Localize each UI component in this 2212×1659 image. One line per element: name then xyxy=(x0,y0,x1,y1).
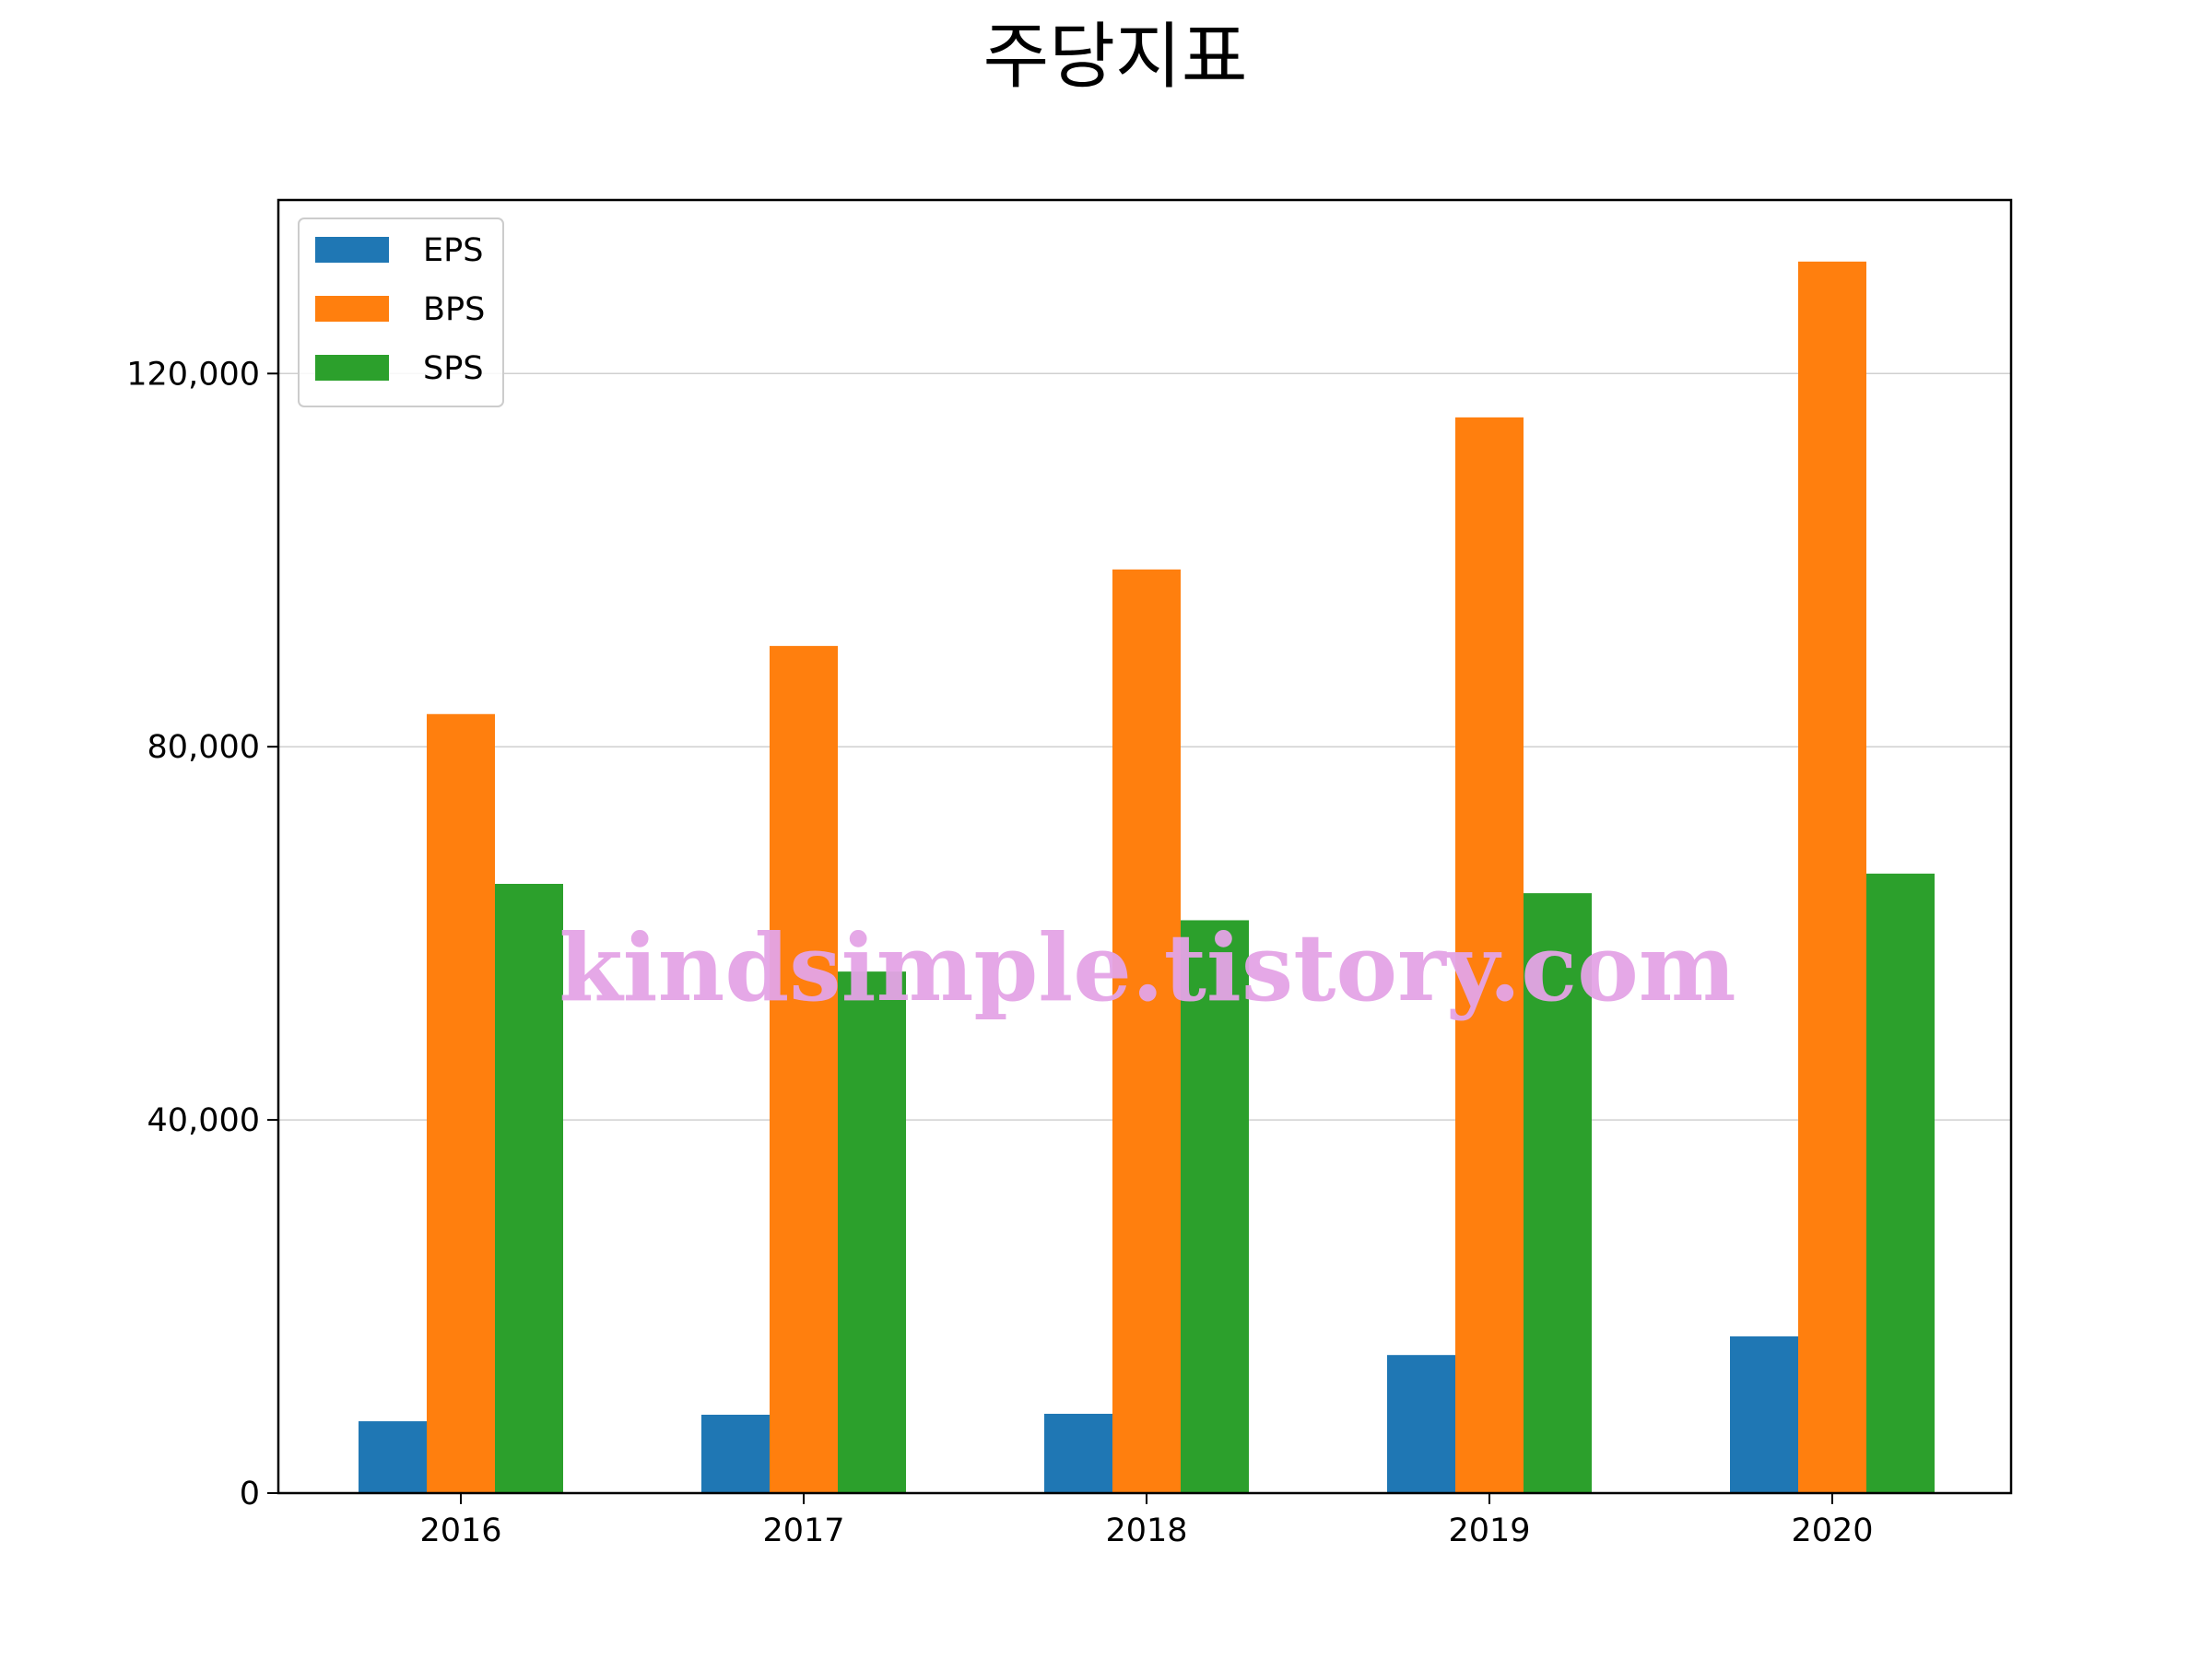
legend-swatch-bps xyxy=(315,296,389,322)
legend-label-bps: BPS xyxy=(423,291,485,328)
legend-swatch-eps xyxy=(315,237,389,263)
bar-sps-2018 xyxy=(1181,920,1249,1493)
bar-bps-2020 xyxy=(1798,261,1866,1493)
bar-bps-2019 xyxy=(1455,417,1524,1493)
bar-sps-2017 xyxy=(838,971,906,1493)
x-tick-label-2019: 2019 xyxy=(1448,1512,1530,1549)
legend: EPS BPS SPS xyxy=(298,218,504,407)
x-axis: 2016 2017 2018 2019 2020 xyxy=(419,1493,1874,1549)
x-tick-label-2018: 2018 xyxy=(1105,1512,1187,1549)
legend-label-sps: SPS xyxy=(423,350,484,387)
y-tick-label-0: 0 xyxy=(240,1476,260,1512)
y-tick-label-2: 80,000 xyxy=(147,729,260,766)
bar-bps-2016 xyxy=(427,713,495,1493)
watermark: kindsimple.tistory.com xyxy=(559,913,1735,1022)
bar-eps-2020 xyxy=(1730,1335,1798,1493)
y-tick-label-3: 120,000 xyxy=(126,356,260,393)
plot-frame xyxy=(276,198,2013,1495)
bar-eps-2016 xyxy=(359,1421,427,1493)
bar-eps-2018 xyxy=(1044,1413,1112,1493)
bar-sps-2020 xyxy=(1866,873,1935,1493)
bar-bps-2018 xyxy=(1112,569,1181,1493)
bar-eps-2019 xyxy=(1387,1355,1455,1493)
x-tick-label-2017: 2017 xyxy=(762,1512,844,1549)
y-tick-label-1: 40,000 xyxy=(147,1102,260,1139)
legend-swatch-sps xyxy=(315,355,389,381)
y-axis: 0 40,000 80,000 120,000 xyxy=(126,356,278,1512)
bar-eps-2017 xyxy=(701,1414,770,1493)
legend-label-eps: EPS xyxy=(423,232,483,269)
bars xyxy=(359,261,1935,1493)
x-tick-label-2016: 2016 xyxy=(419,1512,501,1549)
bar-sps-2016 xyxy=(495,883,563,1493)
chart-title: 주당지표 xyxy=(982,16,1247,99)
bar-bps-2017 xyxy=(770,645,838,1493)
x-tick-label-2020: 2020 xyxy=(1791,1512,1873,1549)
bar-sps-2019 xyxy=(1524,893,1592,1493)
